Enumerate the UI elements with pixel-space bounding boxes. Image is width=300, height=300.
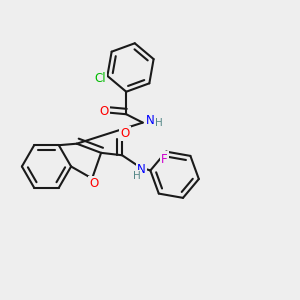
Text: H: H xyxy=(155,118,163,128)
Text: O: O xyxy=(89,177,98,190)
Text: N: N xyxy=(137,163,146,176)
Text: H: H xyxy=(133,171,141,181)
Text: N: N xyxy=(146,114,154,127)
Text: F: F xyxy=(161,153,168,166)
Text: O: O xyxy=(100,105,109,118)
Text: O: O xyxy=(121,127,130,140)
Text: Cl: Cl xyxy=(94,72,106,86)
